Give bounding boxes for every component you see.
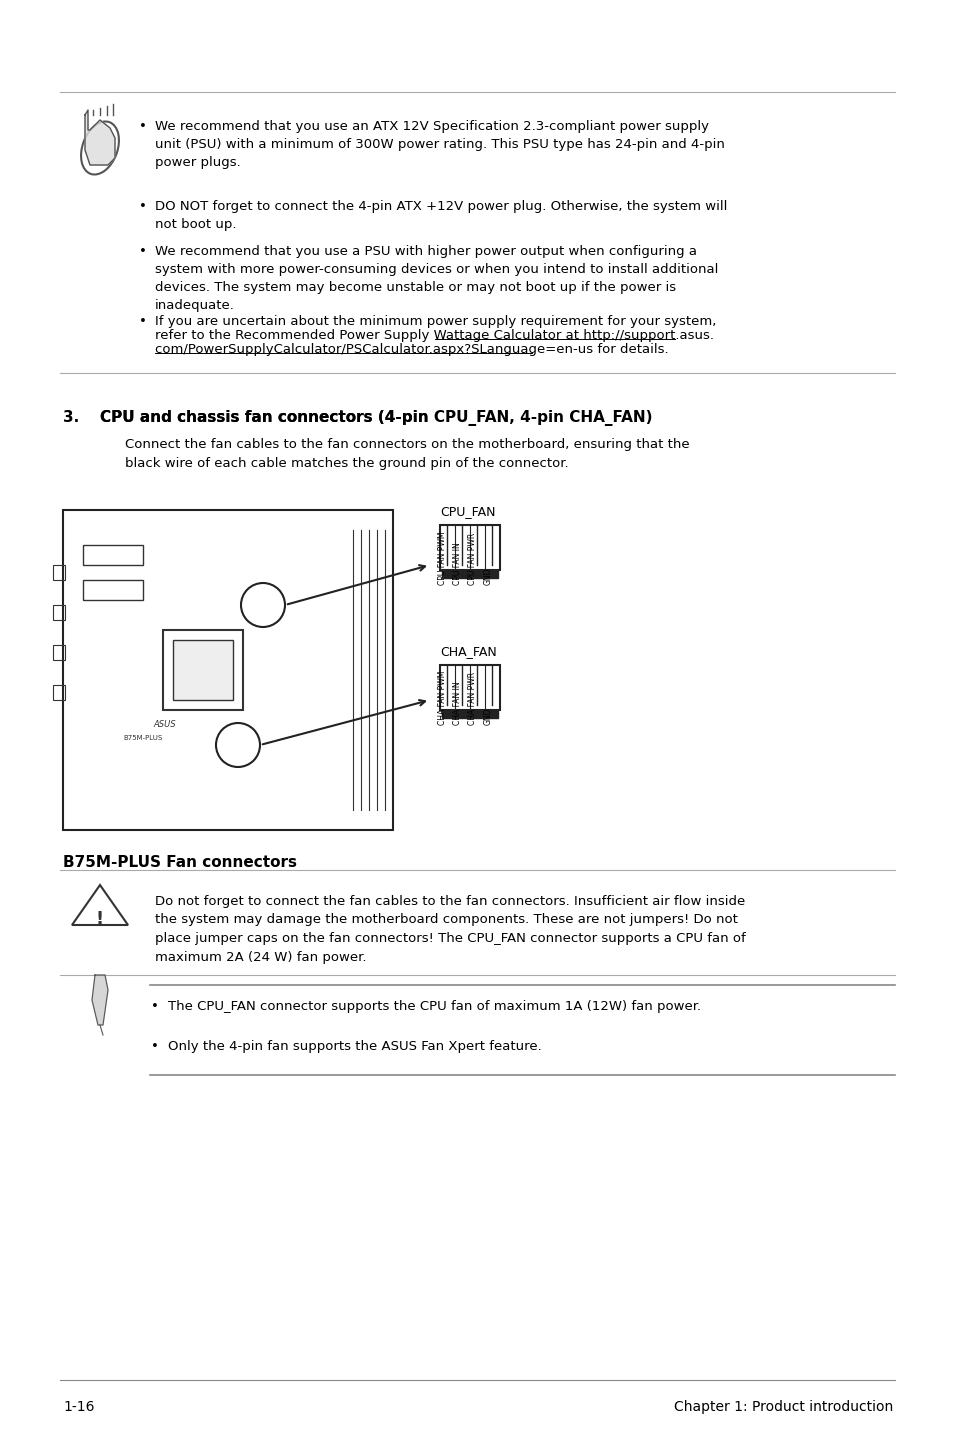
Text: CHA_FAN: CHA_FAN bbox=[439, 646, 497, 659]
Bar bbox=[439, 525, 499, 569]
Text: GND: GND bbox=[483, 707, 492, 725]
Bar bbox=[53, 646, 65, 660]
Text: CPU and chassis fan connectors (4-pin: CPU and chassis fan connectors (4-pin bbox=[100, 410, 434, 426]
Text: CPU_FAN: CPU_FAN bbox=[439, 505, 495, 518]
Text: !: ! bbox=[96, 910, 104, 928]
Text: GND: GND bbox=[483, 568, 492, 585]
Text: •: • bbox=[139, 244, 147, 257]
Text: CHA FAN PWM: CHA FAN PWM bbox=[438, 670, 447, 725]
Text: ASUS: ASUS bbox=[152, 720, 175, 729]
Text: CPU FAN PWR: CPU FAN PWR bbox=[468, 532, 477, 585]
Text: com/PowerSupplyCalculator/PSCalculator.aspx?SLanguage=en-us for details.: com/PowerSupplyCalculator/PSCalculator.a… bbox=[154, 344, 668, 357]
Bar bbox=[163, 630, 243, 710]
Text: •: • bbox=[151, 999, 159, 1012]
Text: •: • bbox=[139, 119, 147, 132]
Text: Connect the fan cables to the fan connectors on the motherboard, ensuring that t: Connect the fan cables to the fan connec… bbox=[125, 439, 689, 470]
Text: If you are uncertain about the minimum power supply requirement for your system,: If you are uncertain about the minimum p… bbox=[154, 315, 716, 328]
Text: The CPU_FAN connector supports the CPU fan of maximum 1A (12W) fan power.: The CPU_FAN connector supports the CPU f… bbox=[168, 999, 700, 1012]
Text: Do not forget to connect the fan cables to the fan connectors. Insufficient air : Do not forget to connect the fan cables … bbox=[154, 894, 745, 963]
Bar bbox=[172, 640, 233, 700]
Text: We recommend that you use a PSU with higher power output when configuring a
syst: We recommend that you use a PSU with hig… bbox=[154, 244, 718, 312]
Text: CHA FAN IN: CHA FAN IN bbox=[453, 682, 462, 725]
Text: •: • bbox=[151, 1040, 159, 1053]
Text: CPU FAN IN: CPU FAN IN bbox=[453, 542, 462, 585]
Bar bbox=[63, 510, 393, 830]
Text: B75M-PLUS: B75M-PLUS bbox=[123, 735, 162, 741]
Bar bbox=[53, 605, 65, 620]
Text: Chapter 1: Product introduction: Chapter 1: Product introduction bbox=[673, 1401, 892, 1414]
Text: 1-16: 1-16 bbox=[63, 1401, 94, 1414]
Text: B75M-PLUS Fan connectors: B75M-PLUS Fan connectors bbox=[63, 856, 296, 870]
Text: Only the 4-pin fan supports the ASUS Fan Xpert feature.: Only the 4-pin fan supports the ASUS Fan… bbox=[168, 1040, 541, 1053]
Bar bbox=[53, 565, 65, 580]
Text: CHA FAN PWR: CHA FAN PWR bbox=[468, 672, 477, 725]
Text: CPU and chassis fan connectors (4-pin CPU_FAN, 4-pin CHA_FAN): CPU and chassis fan connectors (4-pin CP… bbox=[100, 410, 652, 426]
Text: 3.: 3. bbox=[63, 410, 79, 426]
Bar bbox=[441, 569, 497, 578]
Bar bbox=[83, 545, 143, 565]
Polygon shape bbox=[85, 109, 115, 165]
Text: DO NOT forget to connect the 4-pin ATX +12V power plug. Otherwise, the system wi: DO NOT forget to connect the 4-pin ATX +… bbox=[154, 200, 726, 232]
Bar bbox=[441, 710, 497, 718]
Polygon shape bbox=[91, 975, 108, 1025]
Text: •: • bbox=[139, 315, 147, 328]
Text: •: • bbox=[139, 200, 147, 213]
Bar bbox=[53, 684, 65, 700]
Text: CPU FAN PWM: CPU FAN PWM bbox=[438, 532, 447, 585]
Text: refer to the Recommended Power Supply Wattage Calculator at http://support.asus.: refer to the Recommended Power Supply Wa… bbox=[154, 329, 713, 342]
Bar bbox=[439, 664, 499, 710]
Text: We recommend that you use an ATX 12V Specification 2.3-compliant power supply
un: We recommend that you use an ATX 12V Spe… bbox=[154, 119, 724, 170]
Bar bbox=[83, 580, 143, 600]
